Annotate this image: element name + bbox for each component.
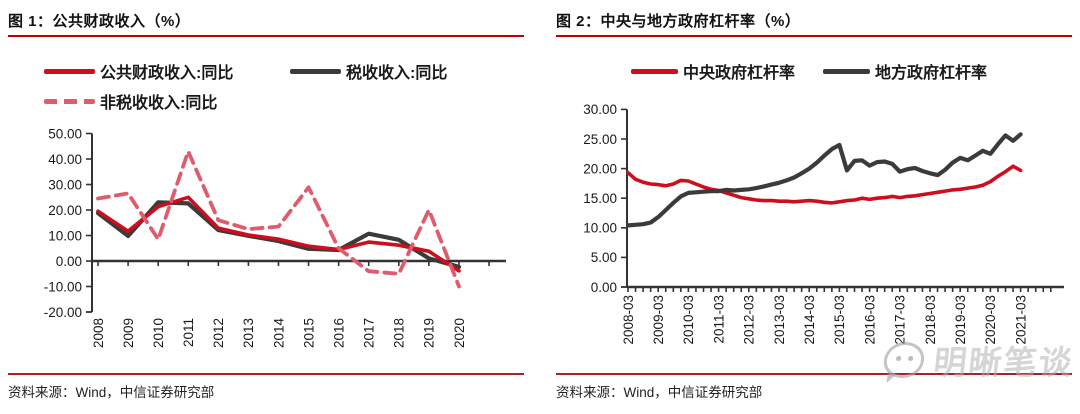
x-tick-label: 2016 (331, 318, 346, 348)
y-tick-label: 30.00 (583, 102, 617, 117)
x-tick-label: 2018 (392, 318, 407, 348)
x-tick-label: 2016-03 (862, 295, 877, 345)
figure1-chart-canvas: 50.00 40.00 30.00 20.00 10.00 0.00 -10.00 -20.0… (44, 126, 506, 349)
y-tick-label: 10.00 (583, 221, 617, 236)
series-line-solid (625, 132, 1023, 228)
figure1-legend-item-public-revenue: 公共财政收入:同比 (44, 62, 234, 82)
x-tick-label: 2019 (422, 318, 437, 348)
x-tick-label: 2015-03 (832, 295, 847, 345)
x-tick-label: 2010 (151, 318, 166, 348)
x-tick-label: 2014-03 (802, 295, 817, 345)
x-tick-label: 2010-03 (681, 295, 696, 345)
dashed-line-swatch-icon (44, 98, 95, 104)
series-line-solid (95, 200, 462, 269)
y-tick-label: -20.00 (44, 305, 82, 320)
x-tick-label: 2019-03 (953, 295, 968, 345)
figure1-legend-item-tax-revenue: 税收收入:同比 (290, 62, 448, 82)
x-tick-label: 2011 (181, 318, 196, 347)
figure2-legend-item-local-gov: 地方政府杠杆率 (823, 62, 988, 82)
x-tick-label: 2020 (452, 318, 467, 348)
figure1-title-rule (8, 35, 524, 37)
x-tick-label: 2015 (301, 318, 316, 348)
series-line-solid (96, 195, 461, 273)
x-tick-label: 2020-03 (983, 295, 998, 345)
figure1-title: 图 1：公共财政收入（%） (8, 13, 191, 30)
x-tick-label: 2012-03 (742, 295, 757, 345)
figure2-title-rule (556, 35, 1072, 37)
x-tick-label: 2017-03 (893, 295, 908, 345)
y-tick-label: 40.00 (48, 152, 82, 167)
red-line-swatch-icon (631, 68, 678, 74)
figure1-source-rule (8, 373, 524, 375)
legend-label: 地方政府杠杆率 (875, 65, 988, 82)
y-tick-label: -10.00 (44, 279, 82, 294)
figure2-legend-item-central-gov: 中央政府杠杆率 (631, 62, 796, 82)
x-tick-label: 2018-03 (923, 295, 938, 345)
y-tick-label: 0.00 (56, 254, 82, 269)
x-tick-label: 2013-03 (772, 295, 787, 345)
y-tick-label: 20.00 (48, 203, 82, 218)
figure2-chart-canvas: 30.00 25.00 20.00 15.00 10.00 5.00 0.00 2008-03… (583, 102, 1064, 345)
y-tick-label: 50.00 (48, 126, 82, 141)
y-tick-label: 30.00 (48, 177, 82, 192)
x-tick-label: 2021-03 (1013, 295, 1028, 345)
x-tick-label: 2012 (211, 318, 226, 348)
figure1-legend-item-nontax-revenue: 非税收收入:同比 (44, 92, 218, 112)
red-line-swatch-icon (44, 68, 95, 74)
y-tick-label: 20.00 (583, 161, 617, 176)
x-tick-label: 2009 (121, 318, 136, 348)
legend-label: 公共财政收入:同比 (100, 65, 234, 82)
series-line-dashed (96, 149, 461, 289)
y-tick-label: 10.00 (48, 228, 82, 243)
figure1-source-text: 资料来源：Wind，中信证券研究部 (8, 385, 215, 400)
y-tick-label: 5.00 (591, 250, 617, 265)
legend-label: 税收收入:同比 (346, 65, 448, 82)
figure2-source-rule (556, 373, 1072, 375)
x-tick-label: 2008 (91, 318, 106, 348)
legend-label: 非税收收入:同比 (100, 95, 218, 112)
dark-line-swatch-icon (290, 68, 341, 74)
dark-line-swatch-icon (823, 68, 870, 74)
y-tick-label: 0.00 (591, 280, 617, 295)
x-tick-label: 2009-03 (651, 295, 666, 345)
x-tick-label: 2014 (271, 318, 286, 349)
x-tick-label: 2017 (362, 318, 377, 348)
x-tick-label: 2011-03 (711, 295, 726, 344)
y-tick-label: 25.00 (583, 132, 617, 147)
y-tick-label: 15.00 (583, 191, 617, 206)
series-line-solid (626, 164, 1023, 205)
x-tick-label: 2008-03 (621, 295, 636, 345)
figure2-title: 图 2：中央与地方政府杠杆率（%） (556, 13, 801, 30)
figure2-source-text: 资料来源：Wind，中信证券研究部 (556, 385, 763, 400)
legend-label: 中央政府杠杆率 (683, 65, 796, 82)
x-tick-label: 2013 (241, 318, 256, 348)
